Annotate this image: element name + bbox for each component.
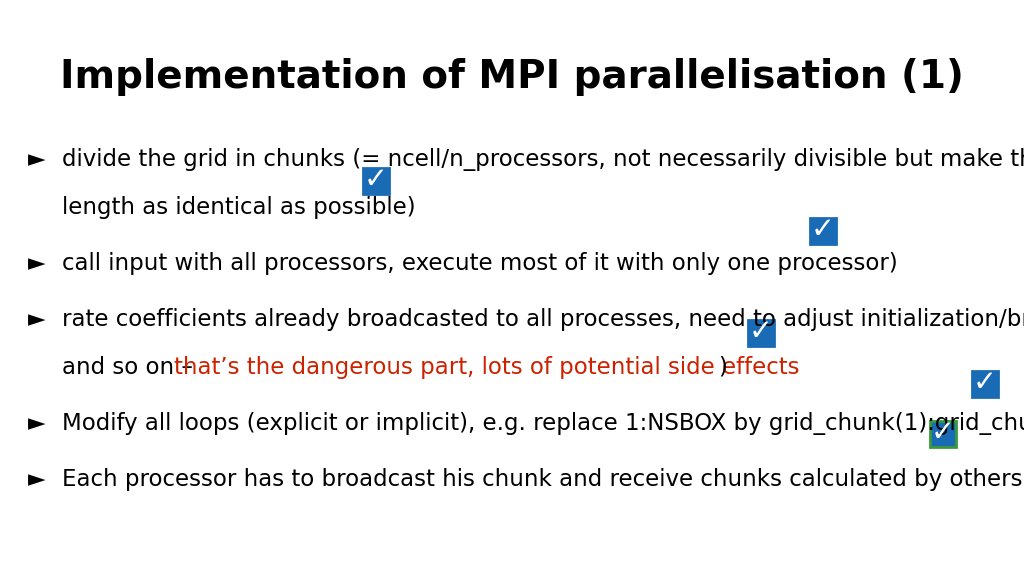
Text: ✓: ✓ [973, 369, 997, 397]
Text: call input with all processors, execute most of it with only one processor): call input with all processors, execute … [62, 252, 912, 275]
Text: and so on –: and so on – [62, 356, 200, 379]
Text: length as identical as possible): length as identical as possible) [62, 196, 430, 219]
FancyBboxPatch shape [972, 371, 998, 397]
Text: divide the grid in chunks (= ncell/n_processors, not necessarily divisible but m: divide the grid in chunks (= ncell/n_pro… [62, 148, 1024, 171]
Text: Each processor has to broadcast his chunk and receive chunks calculated by other: Each processor has to broadcast his chun… [62, 468, 1024, 491]
Text: ✓: ✓ [811, 215, 835, 244]
Text: rate coefficients already broadcasted to all processes, need to adjust initializ: rate coefficients already broadcasted to… [62, 308, 1024, 331]
Text: that’s the dangerous part, lots of potential side effects: that’s the dangerous part, lots of poten… [174, 356, 800, 379]
Text: Modify all loops (explicit or implicit), e.g. replace 1:NSBOX by grid_chunk(1):g: Modify all loops (explicit or implicit),… [62, 412, 1024, 435]
FancyBboxPatch shape [362, 168, 389, 194]
Text: ): ) [719, 356, 742, 379]
Text: ►: ► [28, 308, 46, 331]
FancyBboxPatch shape [748, 320, 774, 346]
Text: ►: ► [28, 412, 46, 435]
Text: ►: ► [28, 468, 46, 491]
Text: ►: ► [28, 148, 46, 171]
Text: ✓: ✓ [364, 166, 388, 194]
Text: ✓: ✓ [931, 419, 955, 447]
Text: Implementation of MPI parallelisation (1): Implementation of MPI parallelisation (1… [60, 58, 964, 96]
FancyBboxPatch shape [930, 421, 956, 447]
Text: ✓: ✓ [749, 318, 773, 346]
FancyBboxPatch shape [810, 218, 836, 244]
Text: ►: ► [28, 252, 46, 275]
